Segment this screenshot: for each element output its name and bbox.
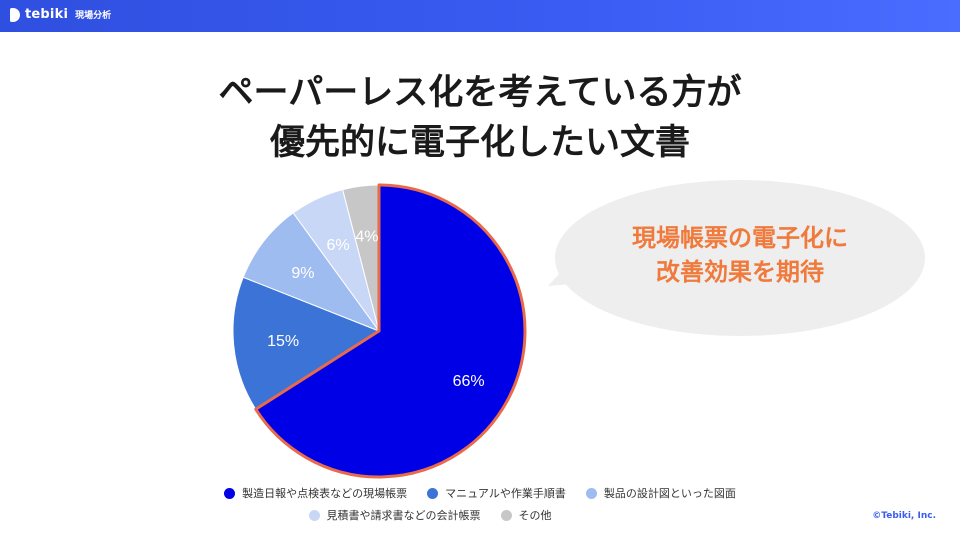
page-title: ペーパーレス化を考えている方が 優先的に電子化したい文書 [0, 68, 960, 168]
pie-slice-2 [232, 276, 381, 410]
callout-line-2: 改善効果を期待 [656, 258, 824, 286]
legend-label: 製造日報や点検表などの現場帳票 [242, 487, 408, 500]
legend-label: マニュアルや作業手順書 [445, 487, 566, 500]
title-line-1: ペーパーレス化を考えている方が [218, 73, 742, 113]
pie-data-label-1: 66% [453, 373, 485, 390]
legend-item: その他 [500, 507, 552, 523]
pie-data-label-2: 15% [267, 333, 299, 350]
legend-swatch-2 [427, 487, 439, 499]
legend-item: 見積書や請求書などの会計帳票 [308, 507, 481, 523]
legend-swatch-5 [500, 509, 512, 521]
speech-bubble [548, 180, 925, 336]
legend-item: マニュアルや作業手順書 [427, 485, 566, 501]
legend-swatch-1 [224, 487, 236, 499]
brand-subtitle: 現場分析 [75, 11, 112, 21]
pie-slice-3 [242, 212, 381, 333]
legend-label: 製品の設計図といった図面 [603, 487, 736, 500]
tebiki-logo-icon [10, 7, 20, 22]
top-bar: tebiki 現場分析 [0, 0, 960, 32]
pie-slice-1 [255, 185, 526, 477]
callout-line-1: 現場帳票の電子化に [632, 224, 848, 252]
brand-name: tebiki [25, 7, 69, 22]
speech-bubble-tail [548, 238, 596, 286]
legend-swatch-3 [585, 487, 597, 499]
callout-text: 現場帳票の電子化に 改善効果を期待 [590, 221, 890, 289]
copyright: ©Tebiki, Inc. [872, 511, 936, 521]
legend-swatch-4 [308, 509, 320, 521]
brand: tebiki 現場分析 [10, 7, 111, 22]
chart-legend: 製造日報や点検表などの現場帳票 マニュアルや作業手順書 製品の設計図といった図面… [0, 485, 960, 529]
pie-data-label-4: 6% [326, 237, 349, 254]
legend-item: 製造日報や点検表などの現場帳票 [224, 485, 407, 501]
legend-label: その他 [518, 509, 552, 522]
legend-row: 見積書や請求書などの会計帳票 その他 [0, 507, 960, 523]
legend-row: 製造日報や点検表などの現場帳票 マニュアルや作業手順書 製品の設計図といった図面 [0, 485, 960, 501]
legend-item: 製品の設計図といった図面 [585, 485, 736, 501]
legend-label: 見積書や請求書などの会計帳票 [326, 509, 481, 522]
pie-data-label-3: 9% [291, 265, 314, 282]
title-line-2: 優先的に電子化したい文書 [269, 123, 690, 163]
highlight-border [254, 183, 527, 479]
pie-data-label-5: 4% [355, 228, 378, 245]
speech-bubble-body [555, 180, 925, 336]
